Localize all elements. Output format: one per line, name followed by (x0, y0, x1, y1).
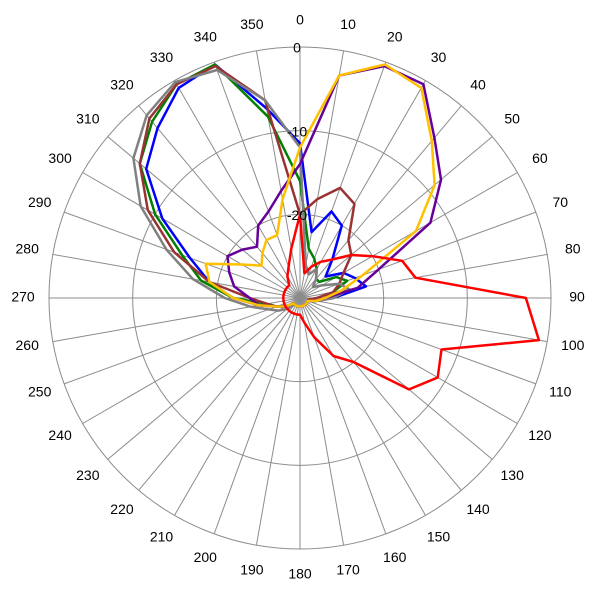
spoke (213, 61, 301, 299)
angle-label: 300 (48, 150, 72, 166)
trace-line (204, 63, 436, 308)
trace-line (282, 213, 541, 391)
r-tick-label: -20 (287, 207, 307, 223)
spoke (138, 105, 301, 299)
spoke (255, 50, 301, 299)
angle-label: 170 (336, 561, 360, 577)
angle-label: 290 (28, 194, 52, 210)
spoke (213, 297, 301, 535)
spoke (82, 172, 301, 299)
angle-label: 90 (569, 289, 585, 305)
angle-label: 150 (427, 529, 451, 545)
angle-label: 280 (16, 241, 40, 257)
angle-label: 230 (76, 467, 100, 483)
r-tick-label: 0 (293, 40, 301, 56)
angle-label: 10 (340, 16, 356, 32)
spoke (299, 50, 345, 299)
spoke (299, 297, 426, 516)
angle-label: 180 (288, 566, 312, 582)
angle-label: 220 (110, 501, 134, 517)
angle-label: 100 (561, 337, 585, 353)
angle-label: 120 (528, 427, 552, 443)
angle-label: 190 (240, 561, 264, 577)
traces (132, 63, 541, 391)
spoke (52, 253, 301, 299)
angle-label: 210 (150, 529, 174, 545)
angle-label: 270 (11, 289, 35, 305)
angle-label: 310 (76, 111, 100, 127)
angle-label: 350 (240, 16, 264, 32)
angle-label: 80 (565, 241, 581, 257)
angle-label: 70 (553, 194, 569, 210)
spoke (63, 297, 301, 385)
spoke (174, 297, 301, 516)
angle-label: 50 (504, 111, 520, 127)
spoke (299, 297, 548, 343)
spoke (255, 297, 301, 546)
angle-label: 250 (28, 383, 52, 399)
angle-label: 60 (532, 150, 548, 166)
angle-label: 40 (470, 77, 486, 93)
spoke (299, 297, 345, 546)
spoke (299, 297, 518, 424)
angle-label: 130 (501, 467, 525, 483)
angle-label: 340 (194, 28, 218, 44)
spoke (299, 136, 493, 299)
spoke (299, 297, 493, 460)
angle-label: 160 (383, 549, 407, 565)
labels: 0 -10 -20 0 10 20 30 40 50 60 70 80 90 100 110 120 130 14… (11, 12, 585, 582)
angle-label: 240 (48, 427, 72, 443)
angle-label: 110 (549, 383, 572, 399)
r-tick-label: -10 (287, 123, 307, 139)
grid (48, 46, 552, 550)
spoke (299, 297, 462, 491)
spoke (138, 297, 301, 491)
spoke (107, 297, 301, 460)
spoke (299, 297, 537, 385)
angle-label: 320 (110, 77, 134, 93)
angle-label: 30 (431, 49, 447, 65)
angle-label: 140 (466, 501, 490, 517)
angle-label: 200 (194, 549, 218, 565)
angle-label: 20 (387, 28, 403, 44)
angle-label: 260 (16, 337, 40, 353)
spoke (174, 80, 301, 299)
angle-label: 0 (296, 12, 304, 28)
angle-label: 330 (150, 49, 174, 65)
spoke (82, 297, 301, 424)
